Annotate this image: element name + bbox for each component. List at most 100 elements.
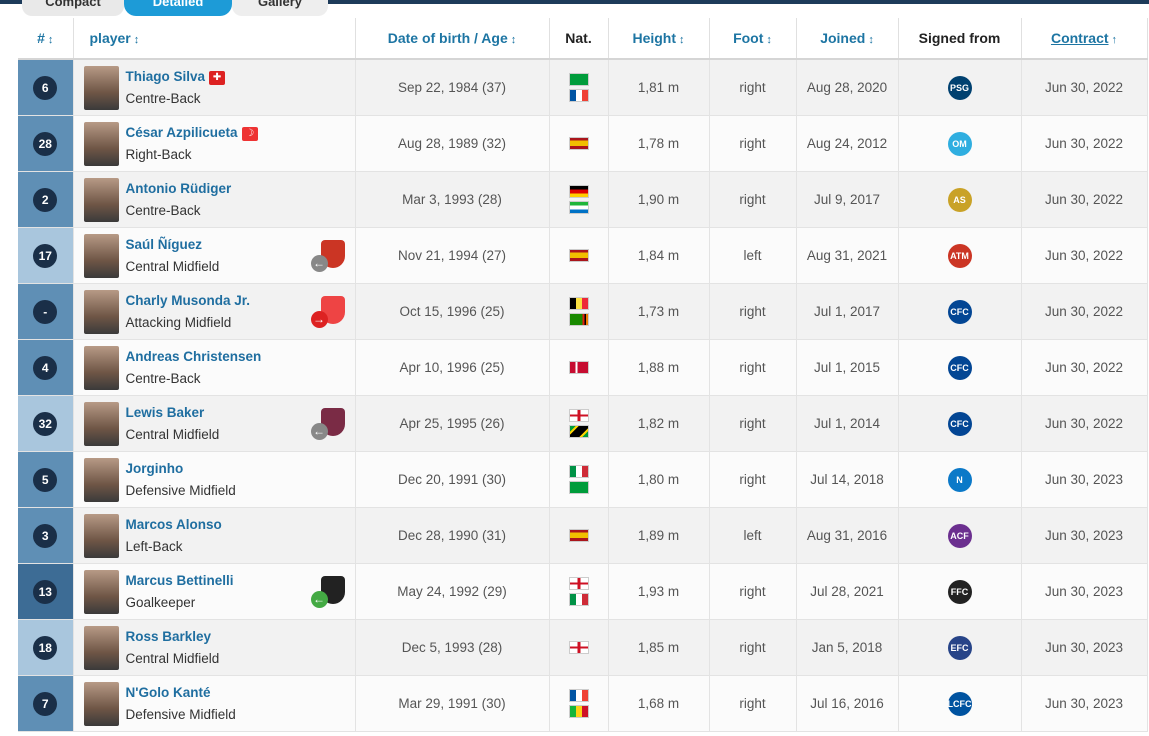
player-name-link[interactable]: Charly Musonda Jr. [125,293,251,308]
player-position: Right-Back [125,147,192,162]
signed-from-cell: LCFC [898,675,1022,732]
tab-detailed[interactable]: Detailed [124,0,232,16]
joined-cell: Jan 5, 2018 [796,619,899,676]
player-photo[interactable] [83,346,119,390]
marseille-crest-icon[interactable]: OM [947,131,972,156]
sort-icon: ↕ [679,34,685,46]
chelsea-crest-icon[interactable]: CFC [947,411,972,436]
signed-from-cell: CFC [898,395,1022,452]
squad-view-tabs: Compact Detailed Gallery [0,0,1149,16]
shirt-number-cell: 3 [18,507,74,564]
col-header-joined[interactable]: Joined ↕ [796,18,899,60]
flag-brazil-icon [568,73,589,86]
player-name-link[interactable]: Antonio Rüdiger [125,181,232,196]
player-photo[interactable] [83,234,119,278]
player-name-link[interactable]: Marcos Alonso [125,517,222,532]
player-photo[interactable] [83,458,119,502]
table-row: 2 Antonio Rüdiger Centre-Back Mar 3, 199… [18,171,1148,228]
player-position: Goalkeeper [125,595,196,610]
joined-cell: Jul 16, 2016 [796,675,899,732]
table-row: 13 Marcus Bettinelli Goalkeeper ← May 24… [18,563,1148,620]
chelsea-crest-icon[interactable]: CFC [947,355,972,380]
napoli-crest-icon[interactable]: N [947,467,972,492]
flag-germany-icon [568,185,589,198]
atletico-crest-icon[interactable]: ATM [947,243,972,268]
foot-cell: right [709,395,797,452]
signed-from-cell: AS [898,171,1022,228]
player-photo[interactable] [83,178,119,222]
psg-crest-icon[interactable]: PSG [947,75,972,100]
player-cell: Antonio Rüdiger Centre-Back [73,171,356,228]
shirt-number: 6 [33,75,58,100]
player-name-link[interactable]: Thiago Silva [125,69,206,84]
dob-cell: Aug 28, 1989 (32) [355,115,550,172]
shirt-number-cell: 32 [18,395,74,452]
player-name-link[interactable]: Lewis Baker [125,405,205,420]
fiorentina-crest-icon[interactable]: ACF [947,523,972,548]
player-name-link[interactable]: N'Golo Kanté [125,685,211,700]
player-name-link[interactable]: Jorginho [125,461,184,476]
player-name-link[interactable]: Saúl Ñíguez [125,237,203,252]
player-photo[interactable] [83,290,119,334]
joined-cell: Jul 1, 2014 [796,395,899,452]
flag-spain-icon [568,249,589,262]
col-header-foot[interactable]: Foot ↕ [709,18,797,60]
col-header-contract[interactable]: Contract ↑ [1021,18,1148,60]
col-header-player[interactable]: player ↕ [73,18,356,60]
transfer-status-icon[interactable]: ← [310,408,345,440]
signed-from-cell: N [898,451,1022,508]
chelsea-crest-icon[interactable]: CFC [947,299,972,324]
player-name-link[interactable]: César Azpilicueta [125,125,238,140]
shirt-number: 28 [33,131,58,156]
roma-crest-icon[interactable]: AS [947,187,972,212]
player-photo[interactable] [83,402,119,446]
col-header-dob[interactable]: Date of birth / Age ↕ [355,18,550,60]
col-header-number[interactable]: # ↕ [18,18,74,60]
fulham-crest-icon[interactable]: FFC [947,579,972,604]
shirt-number-cell: - [18,283,74,340]
table-row: 28 César Azpilicueta ☽ Right-Back Aug 28,… [18,115,1148,172]
dob-cell: Sep 22, 1984 (37) [355,59,550,116]
player-photo[interactable] [83,66,119,110]
everton-crest-icon[interactable]: EFC [947,635,972,660]
player-photo[interactable] [83,626,119,670]
tab-compact[interactable]: Compact [22,0,124,16]
sort-up-icon: ↑ [1111,34,1118,46]
nationality-cell [549,395,609,452]
squad-table: # ↕ player ↕ Date of birth / Age ↕ Nat. Hei… [18,18,1148,732]
player-name-link[interactable]: Marcus Bettinelli [125,573,234,588]
signed-from-cell: EFC [898,619,1022,676]
player-cell: Lewis Baker Central Midfield ← [73,395,356,452]
height-cell: 1,78 m [608,115,710,172]
leicester-crest-icon[interactable]: LCFC [947,691,972,716]
player-name-link[interactable]: Ross Barkley [125,629,212,644]
shirt-number: 4 [33,355,58,380]
nationality-cell [549,59,609,116]
player-photo[interactable] [83,122,119,166]
dob-cell: Apr 25, 1995 (26) [355,395,550,452]
transfer-arrow-icon: ← [310,255,328,272]
contract-cell: Jun 30, 2022 [1021,395,1148,452]
player-cell: Saúl Ñíguez Central Midfield ← [73,227,356,284]
player-photo[interactable] [83,570,119,614]
joined-cell: Aug 31, 2021 [796,227,899,284]
transfer-status-icon[interactable]: ← [310,576,345,608]
flag-jamaica-icon [568,425,589,438]
tab-gallery[interactable]: Gallery [232,0,328,16]
player-photo[interactable] [83,682,119,726]
height-cell: 1,84 m [608,227,710,284]
shirt-number-cell: 4 [18,339,74,396]
transfer-status-icon[interactable]: → [310,296,345,328]
transfer-arrow-icon: ← [310,591,328,608]
player-name-link[interactable]: Andreas Christensen [125,349,262,364]
transfer-status-icon[interactable]: ← [310,240,345,272]
captain-icon: ✚ [209,71,226,85]
player-position: Centre-Back [125,203,201,218]
shirt-number-cell: 28 [18,115,74,172]
foot-cell: right [709,59,797,116]
player-photo[interactable] [83,514,119,558]
col-header-height[interactable]: Height ↕ [608,18,710,60]
flag-spain-icon [568,529,589,542]
transfer-arrow-icon: → [310,311,328,328]
dob-cell: Oct 15, 1996 (25) [355,283,550,340]
